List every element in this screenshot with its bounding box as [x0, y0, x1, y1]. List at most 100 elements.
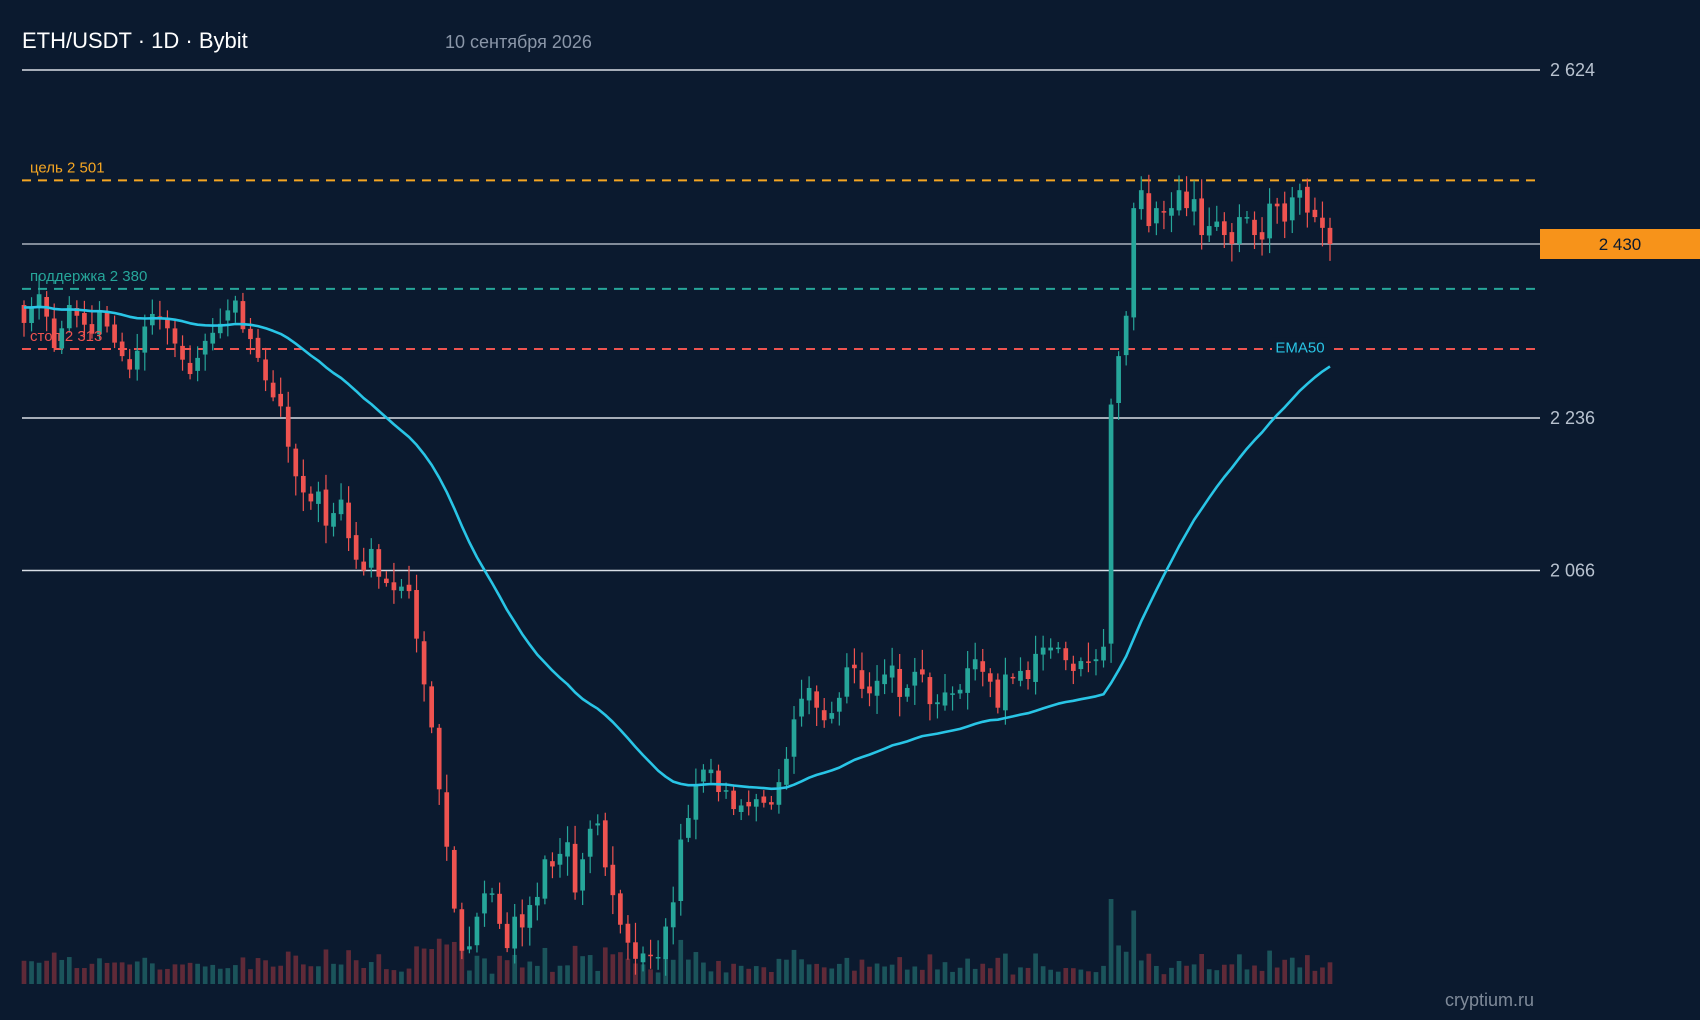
candle: [1154, 201, 1159, 236]
candle-body: [482, 893, 487, 914]
candle-body: [663, 926, 669, 960]
candle-body: [429, 686, 434, 728]
candle: [640, 946, 646, 972]
candle-body: [51, 318, 57, 349]
candle-body: [1025, 670, 1031, 679]
candle: [497, 882, 502, 929]
candle: [29, 297, 34, 332]
ema-label-bg: [1272, 337, 1328, 358]
candle-body: [255, 337, 261, 358]
candle-body: [1289, 197, 1295, 221]
candle-body: [180, 345, 185, 360]
volume-bar: [1101, 965, 1106, 984]
candle-body: [565, 842, 570, 857]
candle: [655, 940, 661, 970]
volume-bar: [270, 966, 276, 984]
volume-bar: [1169, 967, 1174, 984]
volume-bar: [542, 947, 548, 984]
candle-body: [165, 318, 170, 329]
volume-bar: [640, 964, 646, 984]
candle: [927, 672, 933, 721]
volume-bar: [1025, 967, 1031, 984]
candle: [738, 799, 744, 821]
candle: [663, 918, 669, 976]
volume-bar: [587, 955, 593, 984]
volume-bar: [685, 959, 691, 984]
volume-bar: [1176, 960, 1182, 984]
volume-bar: [1297, 967, 1303, 984]
volume-bar: [149, 963, 155, 984]
candle: [59, 320, 65, 355]
candle: [338, 483, 344, 521]
candle-body: [927, 677, 933, 705]
volume-bar: [489, 973, 495, 984]
candle: [1199, 179, 1205, 250]
candle: [1312, 197, 1318, 223]
candle: [602, 812, 608, 876]
candle: [519, 899, 525, 947]
candle-body: [74, 308, 80, 316]
candle-body: [1063, 648, 1069, 661]
candle-body: [1259, 232, 1265, 240]
volume-bar: [361, 967, 367, 984]
volume-bar: [1229, 964, 1235, 984]
candle: [1267, 188, 1272, 254]
candle: [1040, 635, 1046, 671]
candle: [1327, 217, 1333, 261]
candle-body: [1320, 217, 1325, 228]
candle-body: [512, 916, 518, 949]
candle-body: [670, 902, 676, 928]
candle: [1297, 183, 1303, 215]
volume-bar: [1003, 953, 1008, 984]
volume-bar: [436, 938, 442, 984]
candle-body: [210, 332, 216, 344]
candle: [821, 698, 827, 728]
candle-body: [987, 673, 993, 682]
candle: [44, 291, 49, 332]
candle: [1305, 178, 1310, 228]
candle-body: [376, 549, 382, 577]
volume-bar: [844, 957, 850, 984]
candle: [776, 769, 782, 814]
volume-bar: [769, 971, 774, 984]
candle-body: [142, 326, 148, 353]
candle: [1259, 217, 1265, 256]
candle: [414, 574, 419, 653]
volume-bar: [867, 966, 872, 984]
candle-body: [353, 535, 359, 560]
volume-bar: [1055, 971, 1061, 984]
volume-bar: [451, 941, 457, 984]
candle: [1123, 311, 1129, 366]
candle: [66, 296, 72, 333]
candle-body: [920, 669, 925, 675]
candle: [1101, 629, 1106, 668]
volume-bar: [497, 955, 502, 984]
candle-body: [1176, 190, 1182, 211]
volume-bar: [376, 954, 382, 984]
candle: [625, 915, 631, 960]
candle-body: [384, 578, 389, 584]
candle-body: [776, 782, 782, 805]
volume-bar: [248, 969, 253, 984]
candle: [112, 315, 117, 349]
chart-labels: 2 624 2 236 2 066 цель 2 501 поддержка 2 380…: [30, 60, 1700, 580]
volume-bar: [346, 950, 351, 984]
candle: [512, 903, 518, 964]
candle-body: [1078, 661, 1084, 670]
candle: [1191, 180, 1197, 226]
candle-body: [82, 313, 87, 325]
candle-body: [746, 801, 752, 807]
candle: [1282, 191, 1288, 239]
candle: [1093, 649, 1099, 676]
volume-bar: [882, 966, 887, 984]
candle: [784, 746, 789, 790]
candle-body: [587, 828, 593, 857]
candle: [36, 275, 42, 320]
candle: [701, 764, 706, 793]
current-price-tag: [1540, 229, 1700, 259]
candle-body: [21, 304, 27, 323]
candle-body: [995, 679, 1001, 708]
volume-bar: [1244, 969, 1250, 984]
candle-body: [104, 311, 110, 327]
stop-label: стоп 2 313: [30, 328, 102, 345]
